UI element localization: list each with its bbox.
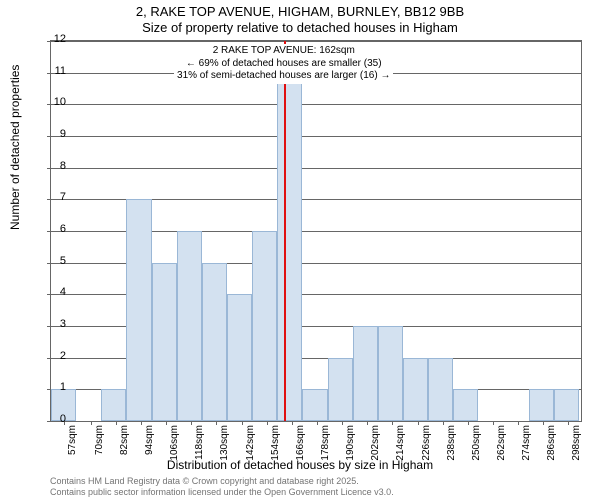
histogram-bar [428, 358, 453, 421]
reference-line [284, 41, 286, 421]
histogram-bar [252, 231, 277, 421]
x-tick [518, 421, 519, 425]
histogram-bar [554, 389, 579, 421]
histogram-bar [152, 263, 177, 421]
x-tick [443, 421, 444, 425]
y-tick-label: 12 [46, 33, 66, 45]
x-tick [216, 421, 217, 425]
gridline [51, 136, 581, 137]
y-tick-label: 7 [46, 191, 66, 203]
x-tick [418, 421, 419, 425]
plot-area: 2 RAKE TOP AVENUE: 162sqm← 69% of detach… [50, 40, 582, 422]
x-tick [267, 421, 268, 425]
chart-title-line2: Size of property relative to detached ho… [0, 20, 600, 35]
annotation-box: 2 RAKE TOP AVENUE: 162sqm← 69% of detach… [174, 44, 393, 84]
y-tick-label: 0 [46, 413, 66, 425]
annotation-line2: ← 69% of detached houses are smaller (35… [177, 58, 390, 71]
y-tick-label: 6 [46, 223, 66, 235]
footer-line1: Contains HM Land Registry data © Crown c… [50, 476, 359, 486]
histogram-bar [353, 326, 378, 421]
annotation-line3: 31% of semi-detached houses are larger (… [177, 70, 390, 83]
x-tick [342, 421, 343, 425]
x-tick [292, 421, 293, 425]
y-tick-label: 8 [46, 160, 66, 172]
y-tick-label: 1 [46, 381, 66, 393]
y-tick-label: 11 [46, 65, 66, 77]
histogram-bar [277, 73, 302, 421]
histogram-bar [177, 231, 202, 421]
histogram-bar [529, 389, 554, 421]
histogram-bar [126, 199, 151, 421]
x-tick [543, 421, 544, 425]
gridline [51, 421, 581, 422]
y-tick-label: 4 [46, 286, 66, 298]
y-tick-label: 5 [46, 255, 66, 267]
chart-container: 2, RAKE TOP AVENUE, HIGHAM, BURNLEY, BB1… [0, 0, 600, 500]
y-tick-label: 9 [46, 128, 66, 140]
histogram-bar [227, 294, 252, 421]
y-axis-label: Number of detached properties [8, 65, 22, 230]
gridline [51, 168, 581, 169]
y-tick-label: 3 [46, 318, 66, 330]
x-tick [317, 421, 318, 425]
chart-title-line1: 2, RAKE TOP AVENUE, HIGHAM, BURNLEY, BB1… [0, 4, 600, 19]
histogram-bar [302, 389, 327, 421]
gridline [51, 104, 581, 105]
x-tick [493, 421, 494, 425]
y-tick-label: 10 [46, 96, 66, 108]
histogram-bar [101, 389, 126, 421]
gridline [51, 41, 581, 42]
x-tick [166, 421, 167, 425]
histogram-bar [403, 358, 428, 421]
histogram-bar [202, 263, 227, 421]
x-tick [91, 421, 92, 425]
x-tick [242, 421, 243, 425]
histogram-bar [328, 358, 353, 421]
x-axis-label: Distribution of detached houses by size … [0, 458, 600, 472]
x-tick [568, 421, 569, 425]
y-tick-label: 2 [46, 350, 66, 362]
x-tick [392, 421, 393, 425]
annotation-line1: 2 RAKE TOP AVENUE: 162sqm [177, 45, 390, 58]
x-tick [191, 421, 192, 425]
x-tick [468, 421, 469, 425]
histogram-bar [378, 326, 403, 421]
x-tick [141, 421, 142, 425]
footer-line2: Contains public sector information licen… [50, 487, 394, 497]
x-tick [367, 421, 368, 425]
histogram-bar [453, 389, 478, 421]
x-tick [116, 421, 117, 425]
